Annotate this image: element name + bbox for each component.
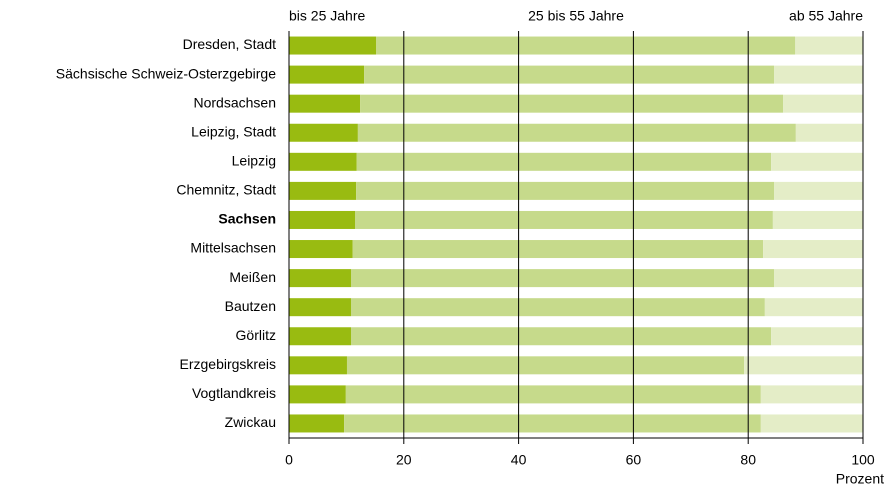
bar-segment bbox=[774, 65, 863, 84]
bar-segment bbox=[350, 327, 772, 346]
bar-segment bbox=[289, 210, 356, 229]
category-label: Chemnitz, Stadt bbox=[176, 182, 276, 198]
category-label: Meißen bbox=[229, 269, 276, 285]
bar-segment bbox=[760, 385, 863, 404]
x-tick-label: 60 bbox=[626, 452, 642, 468]
bar-segment bbox=[289, 94, 361, 113]
bar-segment bbox=[771, 327, 863, 346]
category-label: Bautzen bbox=[225, 298, 276, 314]
category-label: Leipzig, Stadt bbox=[191, 123, 276, 139]
x-tick-label: 40 bbox=[511, 452, 527, 468]
bar-segment bbox=[356, 181, 775, 200]
category-label: Zwickau bbox=[225, 414, 276, 430]
bar-segment bbox=[771, 152, 863, 171]
bar-segment bbox=[772, 210, 863, 229]
x-tick-label: 100 bbox=[851, 452, 875, 468]
bar-segment bbox=[356, 152, 772, 171]
bar-segment bbox=[350, 269, 775, 288]
bar-segment bbox=[289, 36, 377, 55]
bar-segment bbox=[350, 298, 765, 317]
bar-segment bbox=[289, 327, 351, 346]
category-label: Erzgebirgskreis bbox=[180, 356, 276, 372]
x-tick-label: 80 bbox=[740, 452, 756, 468]
bar-segment bbox=[744, 356, 863, 375]
category-label: Görlitz bbox=[236, 327, 276, 343]
bar-segment bbox=[352, 240, 764, 259]
bar-segment bbox=[289, 414, 345, 433]
bar-segment bbox=[360, 94, 784, 113]
category-label: Sachsen bbox=[218, 211, 276, 227]
bar-segment bbox=[376, 36, 796, 55]
bar-segment bbox=[357, 123, 796, 142]
bar-segment bbox=[289, 65, 365, 84]
bar-segment bbox=[760, 414, 863, 433]
bar-segment bbox=[764, 298, 863, 317]
bar-segment bbox=[763, 240, 863, 259]
bar-segment bbox=[795, 36, 863, 55]
bar-segment bbox=[289, 269, 351, 288]
bar-segment bbox=[289, 181, 357, 200]
bar-segment bbox=[289, 123, 358, 142]
bar-segment bbox=[783, 94, 863, 113]
x-axis-label: Prozent bbox=[836, 471, 884, 487]
bar-segment bbox=[289, 298, 351, 317]
category-label: Dresden, Stadt bbox=[183, 36, 276, 52]
category-label: Vogtlandkreis bbox=[192, 385, 276, 401]
series-label: 25 bis 55 Jahre bbox=[528, 8, 624, 24]
x-tick-label: 20 bbox=[396, 452, 412, 468]
bar-segment bbox=[289, 240, 353, 259]
category-label: Leipzig bbox=[232, 153, 276, 169]
bar-segment bbox=[364, 65, 775, 84]
bar-segment bbox=[774, 269, 863, 288]
category-label: Nordsachsen bbox=[194, 94, 277, 110]
bar-segment bbox=[346, 356, 745, 375]
bar-segment bbox=[289, 385, 346, 404]
bar-segment bbox=[355, 210, 773, 229]
category-label: Mittelsachsen bbox=[190, 240, 276, 256]
bar-segment bbox=[774, 181, 863, 200]
x-tick-label: 0 bbox=[285, 452, 293, 468]
series-label: ab 55 Jahre bbox=[789, 8, 863, 24]
category-label: Sächsische Schweiz-Osterzgebirge bbox=[56, 65, 276, 81]
bar-segment bbox=[345, 385, 761, 404]
bar-segment bbox=[289, 152, 357, 171]
bar-segment bbox=[289, 356, 347, 375]
bar-segment bbox=[344, 414, 761, 433]
bar-segment bbox=[795, 123, 863, 142]
series-label: bis 25 Jahre bbox=[289, 8, 365, 24]
